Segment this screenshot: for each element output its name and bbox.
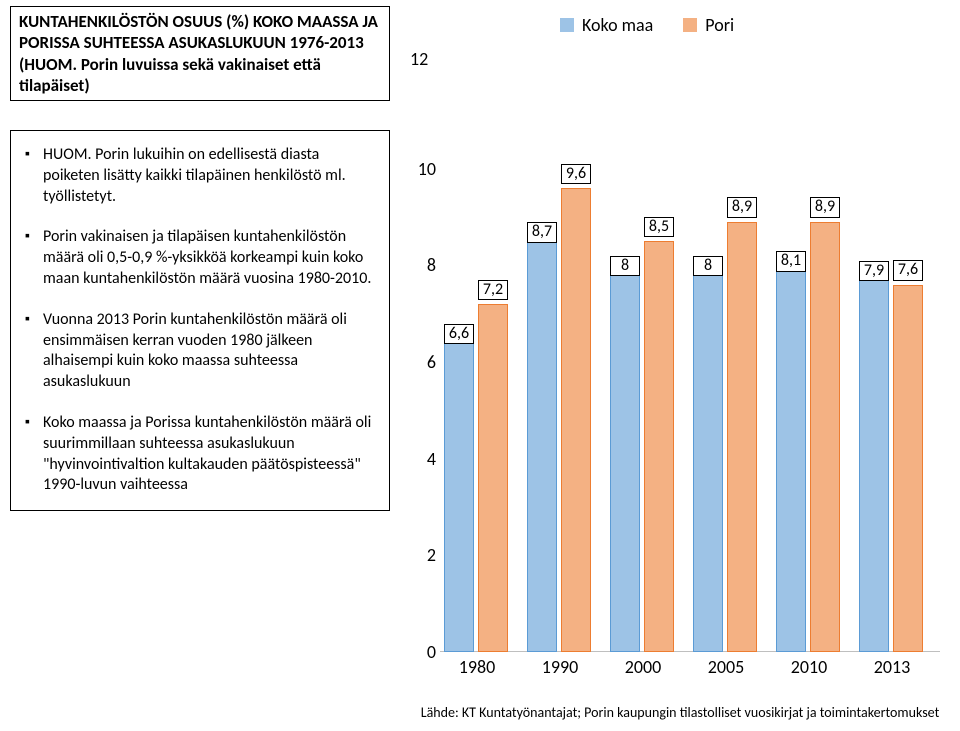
legend-swatch-2	[683, 18, 697, 32]
ytick-2: 2	[414, 544, 436, 566]
x-category-2013: 2013	[859, 656, 925, 678]
x-category-1990: 1990	[527, 656, 593, 678]
ytick-0: 0	[414, 641, 436, 663]
ytick-12: 12	[410, 48, 428, 70]
value-label-koko-maa-1980: 6,6	[444, 324, 474, 344]
bar-pori-2000	[644, 241, 674, 652]
legend-swatch-1	[560, 18, 574, 32]
ytick-10: 10	[414, 158, 436, 180]
x-category-1980: 1980	[444, 656, 510, 678]
note-3: Vuonna 2013 Porin kuntahenkilös­tön määr…	[21, 310, 379, 393]
bar-group-2000: 88,5	[610, 72, 676, 652]
value-label-koko-maa-2010: 8,1	[776, 251, 806, 271]
chart-title: KUNTAHENKILÖSTÖN OSUUS (%) KOKO MAASSA J…	[19, 11, 378, 96]
bar-group-2010: 8,1 8,9	[776, 72, 842, 652]
value-label-pori-1980: 7,2	[478, 280, 508, 300]
value-label-pori-2000: 8,5	[644, 217, 674, 237]
legend-label-1: Koko maa	[582, 14, 653, 36]
note-2: Porin vakinaisen ja tilapäisen kunta­hen…	[21, 227, 379, 289]
ytick-4: 4	[414, 448, 436, 470]
bar-chart: 02468106,67,28,79,688,588,98,18,97,97,6 …	[410, 72, 940, 672]
value-label-koko-maa-1990: 8,7	[527, 222, 557, 242]
legend-item-pori: Pori	[683, 14, 734, 36]
legend-item-koko-maa: Koko maa	[560, 14, 653, 36]
bar-koko-maa-2013	[859, 270, 889, 652]
value-label-koko-maa-2013: 7,9	[859, 261, 889, 281]
bar-koko-maa-2005	[693, 265, 723, 652]
bar-group-2013: 7,97,6	[859, 72, 925, 652]
x-category-2010: 2010	[776, 656, 842, 678]
value-label-pori-2005: 8,9	[727, 197, 757, 217]
x-category-2000: 2000	[610, 656, 676, 678]
legend: Koko maa Pori	[560, 14, 734, 36]
bar-group-2005: 88,9	[693, 72, 759, 652]
notes-box: HUOM. Porin lukuihin on edellisestä dias…	[10, 130, 390, 511]
value-label-koko-maa-2000: 8	[610, 256, 640, 276]
bar-pori-2013	[893, 285, 923, 652]
bar-pori-1990	[561, 188, 591, 652]
plot-area: 02468106,67,28,79,688,588,98,18,97,97,6	[440, 72, 940, 652]
x-category-2005: 2005	[693, 656, 759, 678]
bar-pori-2010	[810, 222, 840, 652]
bar-pori-2005	[727, 222, 757, 652]
value-label-pori-2010: 8,9	[810, 197, 840, 217]
chart-title-box: KUNTAHENKILÖSTÖN OSUUS (%) KOKO MAASSA J…	[10, 6, 390, 101]
ytick-6: 6	[414, 351, 436, 373]
bar-koko-maa-1990	[527, 232, 557, 653]
bar-group-1980: 6,6 7,2	[444, 72, 510, 652]
value-label-pori-2013: 7,6	[893, 260, 923, 280]
bar-group-1990: 8,7 9,6	[527, 72, 593, 652]
bar-koko-maa-2000	[610, 265, 640, 652]
note-4: Koko maassa ja Porissa kuntahen­kilöstön…	[21, 413, 379, 496]
bar-pori-1980	[478, 304, 508, 652]
bar-koko-maa-2010	[776, 261, 806, 653]
ytick-8: 8	[414, 254, 436, 276]
legend-label-2: Pori	[705, 14, 734, 36]
value-label-pori-1990: 9,6	[561, 164, 591, 184]
note-1: HUOM. Porin lukuihin on edellisestä dias…	[21, 145, 379, 207]
bar-koko-maa-1980	[444, 333, 474, 652]
value-label-koko-maa-2005: 8	[693, 256, 723, 276]
source-line: Lähde: KT Kuntatyönantajat; Porin kaupun…	[410, 704, 950, 721]
